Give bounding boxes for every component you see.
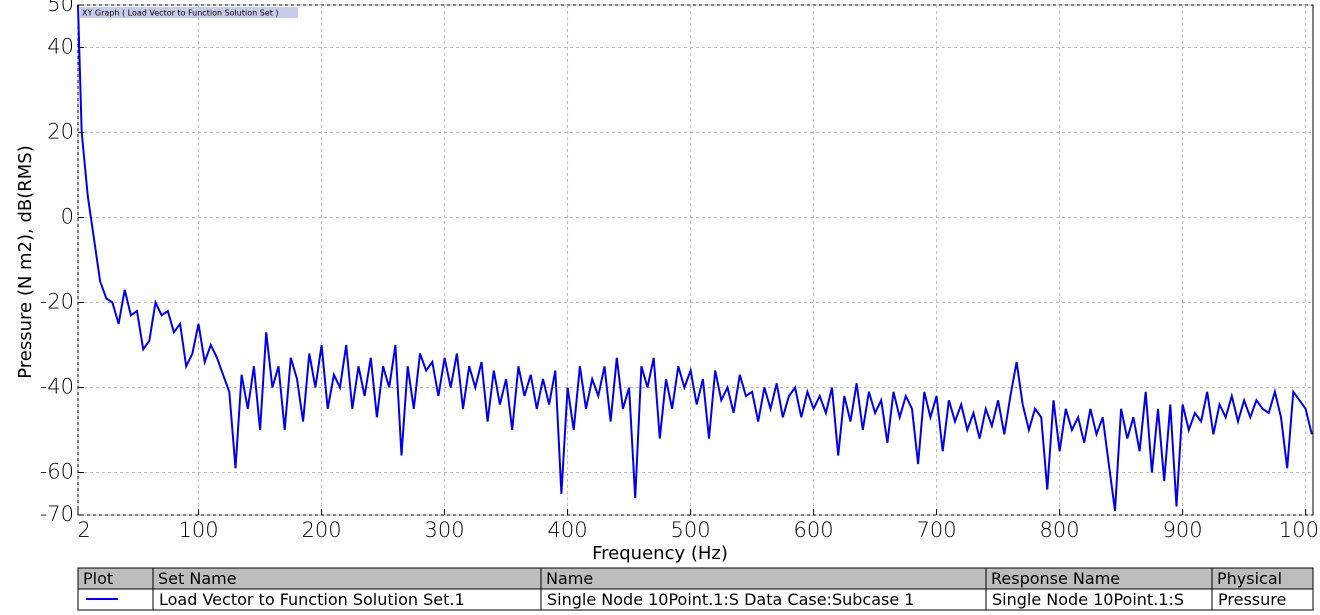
table-header-bg	[77, 567, 1314, 590]
table-header: Name	[546, 569, 593, 588]
y-tick-label: -40	[40, 375, 74, 399]
table-header: Physical	[1217, 569, 1282, 588]
legend-table: Plot Set Name Name Response Name Physical Loa…	[77, 567, 1314, 611]
table-cell: Load Vector to Function Solution Set.1	[159, 590, 465, 609]
y-tick-label: -70	[40, 502, 74, 526]
x-tick-label: 1000	[1279, 518, 1320, 542]
x-tick-label: 700	[917, 518, 957, 542]
y-tick-label: 20	[47, 120, 74, 144]
y-tick-label: 40	[47, 35, 74, 59]
y-tick-label: -60	[40, 460, 74, 484]
table-header: Plot	[83, 569, 113, 588]
x-tick-label: 200	[302, 518, 342, 542]
table-cell: Pressure	[1218, 590, 1286, 609]
table-cell: Single Node 10Point.1:S	[992, 590, 1184, 609]
chart-title: XY Graph ( Load Vector to Function Solut…	[82, 9, 279, 18]
y-tick-label: 0	[61, 205, 74, 229]
y-tick-label: 50	[47, 0, 74, 16]
x-tick-label: 300	[425, 518, 465, 542]
x-tick-label: 500	[671, 518, 711, 542]
x-tick-label: 600	[794, 518, 834, 542]
x-axis-label: Frequency (Hz)	[592, 543, 728, 564]
x-tick-label: 800	[1040, 518, 1080, 542]
table-header: Response Name	[991, 569, 1120, 588]
x-tick-label: 400	[548, 518, 588, 542]
y-axis-label: Pressure (N m2), dB(RMS)	[15, 145, 36, 379]
table-cell: Single Node 10Point.1:S Data Case:Subcas…	[547, 590, 914, 609]
table-header: Set Name	[158, 569, 237, 588]
title-box	[80, 7, 298, 18]
x-tick-label: 2	[77, 518, 90, 542]
y-tick-label: -20	[40, 290, 74, 314]
table-row-bg	[77, 588, 1314, 611]
x-tick-label: 900	[1163, 518, 1203, 542]
data-line	[77, 4, 1313, 511]
x-tick-label: 100	[179, 518, 219, 542]
